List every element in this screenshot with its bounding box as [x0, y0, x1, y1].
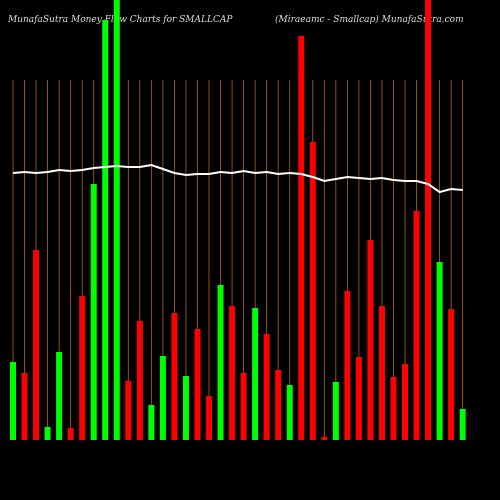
- bar: [182, 376, 189, 440]
- bar: [44, 427, 51, 440]
- bar: [298, 36, 305, 440]
- chart-subtitle: (Miraeamc - Smallcap) MunafaSutra.com: [275, 14, 464, 25]
- chart-title: MunafaSutra Money Flow Charts for SMALLC…: [7, 15, 233, 25]
- bar: [344, 291, 351, 440]
- bar: [10, 362, 16, 440]
- bar: [436, 262, 443, 440]
- money-flow-line: [12, 163, 463, 194]
- bar: [332, 382, 339, 440]
- bar: [378, 306, 385, 440]
- bar: [56, 352, 63, 440]
- bar: [240, 373, 247, 440]
- bar: [286, 385, 293, 440]
- bar: [113, 0, 120, 440]
- bar: [136, 321, 143, 440]
- bar: [263, 334, 270, 440]
- bar: [448, 309, 455, 440]
- bar: [33, 250, 40, 440]
- bar: [402, 364, 409, 440]
- bar: [79, 296, 86, 440]
- bar: [425, 0, 432, 440]
- bar: [229, 306, 236, 440]
- bar: [321, 437, 328, 440]
- bar: [90, 184, 97, 440]
- bar: [102, 20, 109, 440]
- bar: [125, 381, 132, 440]
- bar: [275, 370, 282, 440]
- bar: [206, 396, 213, 440]
- bar: [194, 329, 201, 440]
- bar: [367, 240, 374, 440]
- bar: [459, 409, 466, 440]
- bar: [309, 142, 316, 440]
- bar: [21, 373, 28, 440]
- bar: [413, 211, 420, 440]
- bar: [171, 313, 178, 440]
- bar: [159, 356, 166, 440]
- bar: [390, 377, 397, 440]
- bar: [355, 357, 362, 440]
- bar: [217, 285, 224, 440]
- bar: [252, 308, 259, 440]
- bar: [148, 405, 155, 440]
- bar: [67, 428, 74, 440]
